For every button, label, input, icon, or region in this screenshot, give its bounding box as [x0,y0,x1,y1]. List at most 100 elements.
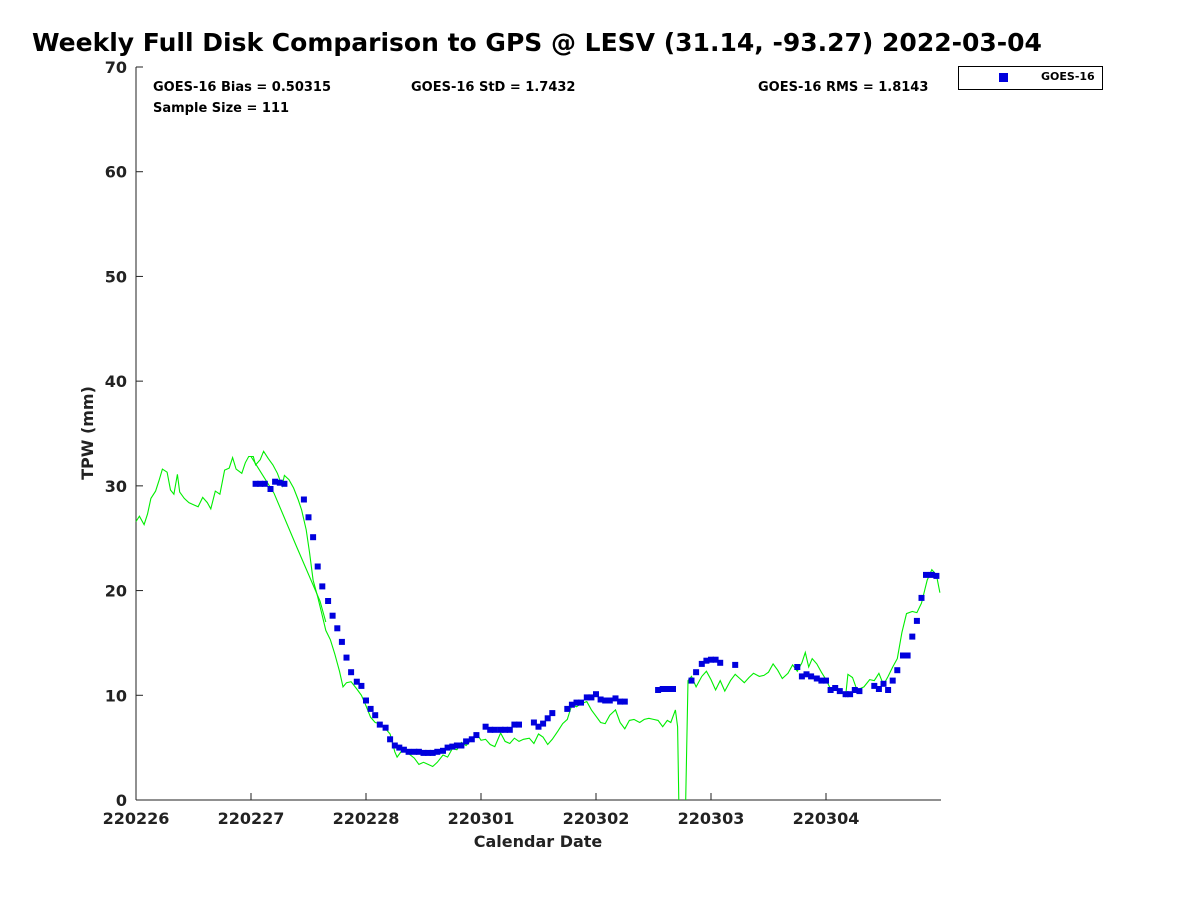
goes-16-point [358,682,365,689]
goes-16-point [257,480,264,487]
goes-16-point [909,633,916,640]
goes-16-point [803,671,810,678]
goes-16-point [732,661,739,668]
goes-16-point [272,478,279,485]
goes-16-point [564,705,571,712]
goes-16-point [933,572,940,579]
y-axis-label: TPW (mm) [78,386,97,480]
goes-16-point [468,736,475,743]
goes-16-point [659,686,666,692]
goes-16-point [252,480,259,487]
goes-16-point [617,698,624,705]
goes-16-point [405,748,412,755]
goes-16-point [376,721,383,728]
goes-16-point [425,749,432,756]
goes-16-point [305,514,312,521]
goes-16-point [871,682,878,689]
goes-16-point [712,656,719,663]
goes-16-point [606,697,613,704]
y-tick-label: 0 [116,791,127,810]
legend-marker-goes-16 [999,73,1008,82]
goes-16-point [923,571,929,578]
axes: 0 10 20 30 40 50 60 70 220226 220227 220228 220301 2… [103,58,941,828]
goes-16-point [314,563,321,570]
goes-16-point [693,669,700,676]
goes-16-point [372,712,379,719]
goes-16-point [530,719,537,726]
goes-16-point [391,742,398,749]
goes-16-point [889,677,896,684]
goes-16-point [621,698,628,705]
goes-16-point [842,691,849,698]
goes-16-point [913,617,920,624]
goes-16-point [794,664,801,670]
goes-16-point [458,742,465,749]
goes-16-point [851,687,858,693]
goes-16-point [367,705,374,712]
goes-16-point [363,697,369,704]
goes-16-point [396,744,403,751]
goes-16-point [698,660,705,667]
gps-series [135,450,941,801]
goes-16-point [463,738,470,745]
goes-16-point [444,744,451,751]
goes-16-point [411,748,418,755]
goes-16-point [928,571,935,578]
goes-16-point [894,667,901,674]
goes-16-point [382,724,389,731]
goes-16-point [818,677,825,684]
y-tick-label: 40 [105,372,127,391]
goes-16-point [880,680,887,687]
goes-16-point [717,659,724,666]
goes-16-point [400,746,407,753]
x-tick-label: 220303 [678,809,745,828]
goes-16-point [516,721,522,728]
y-tick-label: 10 [105,686,127,705]
goes-16-point [387,736,394,743]
goes-16-point [440,747,446,754]
goes-16-point [535,723,542,730]
goes-16-point [338,638,345,645]
goes-16-point [568,701,575,708]
goes-16-point [573,699,580,706]
goes-16-point [808,673,815,680]
goes-16-point [310,534,317,541]
y-tick-label: 20 [105,582,127,601]
legend: GOES-16 [958,66,1103,90]
goes-16-point [904,652,911,659]
goes-16-point [832,685,839,691]
goes-16-point [343,654,350,661]
goes-16-point [348,669,355,676]
sample-size-stat: Sample Size = 111 [153,101,290,116]
goes-16-point [276,479,283,486]
x-tick-label: 220228 [333,809,400,828]
x-axis-label: Calendar Date [474,832,603,851]
std-stat: GOES-16 StD = 1.7432 [411,80,576,95]
legend-label-goes-16: GOES-16 [1041,70,1095,83]
goes-16-point [491,726,498,733]
y-tick-label: 70 [105,58,127,77]
y-tick-label: 30 [105,477,127,496]
goes-16-point [847,691,854,698]
goes-16-point [449,743,456,750]
x-tick-label: 220226 [103,809,170,828]
goes-16-point [836,688,843,695]
goes-16-point [664,686,671,692]
goes-16-point [300,496,307,503]
goes-16-point [578,699,584,706]
goes-16-point [856,688,863,695]
goes-16-point [583,694,590,701]
y-tick-label: 60 [105,163,127,182]
goes-16-point [602,697,609,704]
goes-16-point [453,742,460,749]
goes-16-point [334,625,341,632]
goes-16-point [429,749,436,756]
bias-stat: GOES-16 Bias = 0.50315 [153,80,332,95]
goes-16-point [497,726,504,733]
x-tick-label: 220227 [218,809,285,828]
goes-16-point [708,656,714,663]
goes-16-point [487,726,494,733]
goes-16-point [549,710,556,717]
goes-16-point [655,687,662,693]
goes-16-point [588,694,595,701]
